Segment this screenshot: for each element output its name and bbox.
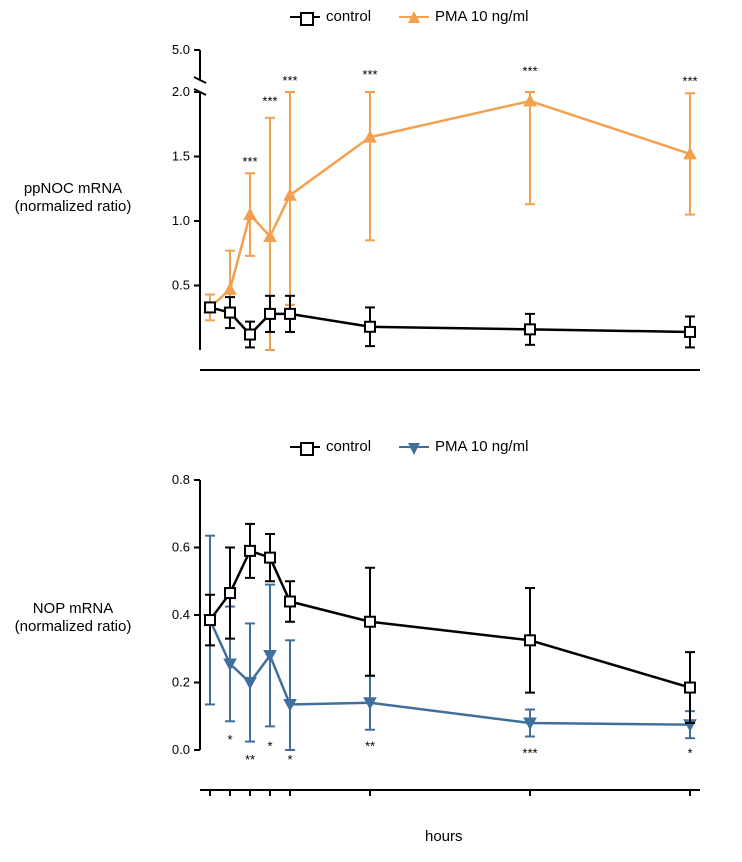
svg-text:3: 3 [226,799,234,800]
legend-item-control-top: control [290,8,371,25]
legend-item-pma-top: PMA 10 ng/ml [399,8,528,25]
chart-bottom: 0.00.20.40.60.8036912244872*********** [160,460,720,800]
svg-text:*: * [687,745,692,760]
svg-text:24: 24 [362,799,378,800]
svg-text:***: *** [522,745,537,760]
legend-label: PMA 10 ng/ml [435,8,528,25]
svg-text:12: 12 [282,799,298,800]
svg-text:2.0: 2.0 [172,84,190,99]
svg-text:6: 6 [246,799,254,800]
svg-text:9: 9 [266,799,274,800]
chart-top: 0.5 1.0 1.5 2.0 5.0 *** *** *** *** *** *** [160,30,720,390]
legend-item-control-bottom: control [290,438,371,455]
svg-text:***: *** [362,67,377,82]
svg-text:0.4: 0.4 [172,607,190,622]
x-axis-label: hours [425,828,463,845]
y-axis-label-top: ppNOC mRNA (normalized ratio) [8,180,138,216]
svg-text:*: * [287,752,292,767]
svg-text:0.0: 0.0 [172,742,190,757]
legend-label: control [326,8,371,25]
svg-text:***: *** [242,154,257,169]
svg-text:*: * [227,732,232,747]
svg-text:***: *** [282,73,297,88]
svg-text:48: 48 [522,799,538,800]
svg-text:0.5: 0.5 [172,278,190,293]
svg-text:0.2: 0.2 [172,675,190,690]
svg-text:***: *** [522,64,537,79]
svg-text:0.6: 0.6 [172,540,190,555]
legend-label: control [326,438,371,455]
legend-label: PMA 10 ng/ml [435,438,528,455]
svg-text:*: * [267,739,272,754]
svg-text:***: *** [682,74,697,89]
svg-text:1.5: 1.5 [172,149,190,164]
svg-text:1.0: 1.0 [172,213,190,228]
svg-text:**: ** [365,739,375,754]
svg-text:**: ** [245,752,255,767]
svg-text:72: 72 [682,799,698,800]
svg-text:0: 0 [206,799,214,800]
legend-item-pma-bottom: PMA 10 ng/ml [399,438,528,455]
svg-text:***: *** [262,93,277,108]
svg-text:5.0: 5.0 [172,42,190,57]
svg-text:0.8: 0.8 [172,472,190,487]
y-axis-label-bottom: NOP mRNA (normalized ratio) [8,600,138,636]
